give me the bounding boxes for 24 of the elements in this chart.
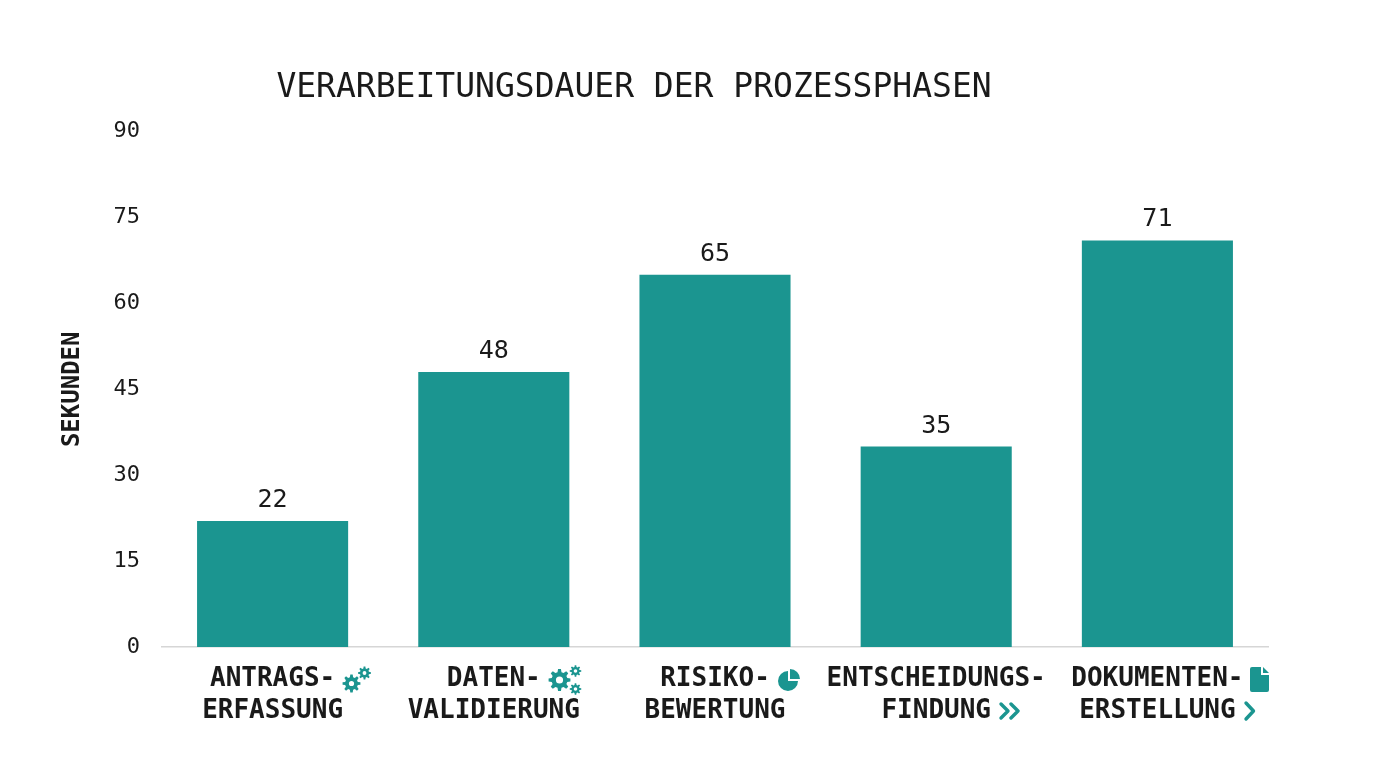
- x-tick-label: ANTRAGS- ERFASSUNG: [202, 662, 344, 724]
- y-tick-label: 30: [113, 460, 140, 486]
- y-tick-label: 0: [126, 632, 140, 658]
- y-tick-label: 45: [113, 375, 140, 401]
- data-label: 22: [257, 484, 288, 514]
- y-tick-label: 15: [113, 546, 140, 572]
- bar: [197, 521, 349, 647]
- bar: [418, 372, 570, 647]
- y-tick-label: 60: [113, 289, 140, 315]
- x-tick-label: DOKUMENTEN- ERSTELLUNG: [1071, 662, 1244, 724]
- bar: [639, 274, 791, 647]
- chart-title: VERARBEITUNGSDAUER DER PROZESSPHASEN: [276, 66, 992, 106]
- data-label: 65: [699, 237, 731, 267]
- bar: [860, 446, 1012, 647]
- x-tick-label: DATEN- VALIDIERUNG: [407, 662, 580, 724]
- x-tick-label: RISIKO- BEWERTUNG: [644, 662, 786, 724]
- data-label: 48: [478, 335, 509, 365]
- x-tick-label: ENTSCHEIDUNGS- FINDUNG: [826, 662, 1046, 724]
- y-tick-label: 90: [113, 117, 140, 143]
- data-label: 35: [921, 409, 952, 439]
- bar: [1081, 240, 1233, 647]
- y-axis-title: SEKUNDEN: [56, 331, 85, 448]
- data-label: 71: [1142, 203, 1173, 233]
- y-tick-label: 75: [113, 203, 140, 229]
